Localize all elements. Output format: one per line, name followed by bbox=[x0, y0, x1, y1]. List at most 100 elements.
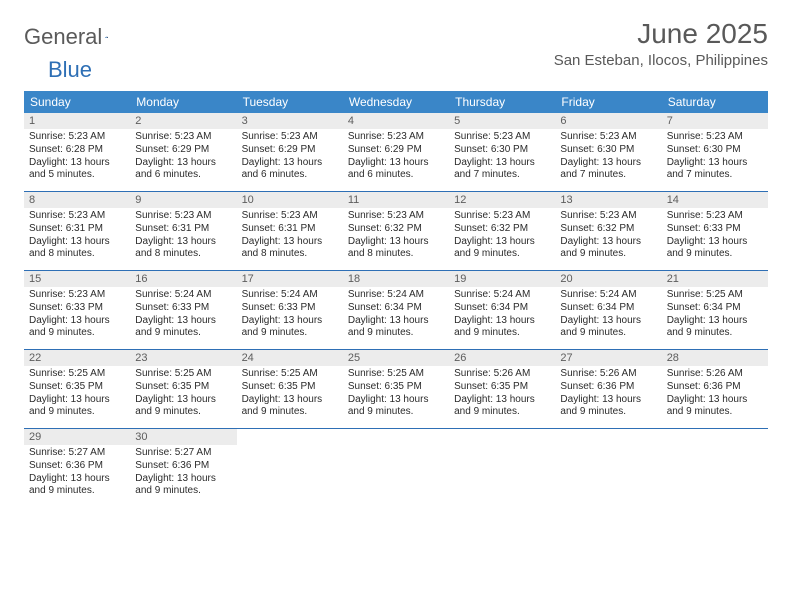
day-number: 22 bbox=[24, 350, 130, 366]
brand-logo: General bbox=[24, 18, 128, 50]
daylight-line: Daylight: 13 hours and 9 minutes. bbox=[560, 394, 656, 420]
sunrise-line: Sunrise: 5:23 AM bbox=[560, 131, 656, 144]
day-number: 26 bbox=[449, 350, 555, 366]
sunset-line: Sunset: 6:32 PM bbox=[348, 223, 444, 236]
day-details: Sunrise: 5:23 AMSunset: 6:32 PMDaylight:… bbox=[343, 208, 449, 265]
sunset-line: Sunset: 6:36 PM bbox=[667, 381, 763, 394]
day-details: Sunrise: 5:24 AMSunset: 6:33 PMDaylight:… bbox=[130, 287, 236, 344]
day-details: Sunrise: 5:23 AMSunset: 6:31 PMDaylight:… bbox=[237, 208, 343, 265]
daylight-line: Daylight: 13 hours and 9 minutes. bbox=[29, 473, 125, 499]
day-number: 16 bbox=[130, 271, 236, 287]
day-number: 1 bbox=[24, 113, 130, 129]
daylight-line: Daylight: 13 hours and 9 minutes. bbox=[454, 394, 550, 420]
sunrise-line: Sunrise: 5:24 AM bbox=[560, 289, 656, 302]
sunset-line: Sunset: 6:35 PM bbox=[242, 381, 338, 394]
day-cell: 5 Sunrise: 5:23 AMSunset: 6:30 PMDaylight… bbox=[449, 113, 555, 191]
sunset-line: Sunset: 6:36 PM bbox=[29, 460, 125, 473]
day-details: Sunrise: 5:23 AMSunset: 6:33 PMDaylight:… bbox=[24, 287, 130, 344]
day-details: Sunrise: 5:26 AMSunset: 6:35 PMDaylight:… bbox=[449, 366, 555, 423]
day-number: 5 bbox=[449, 113, 555, 129]
sunset-line: Sunset: 6:30 PM bbox=[560, 144, 656, 157]
day-cell: 22Sunrise: 5:25 AMSunset: 6:35 PMDayligh… bbox=[24, 350, 130, 428]
day-details: Sunrise: 5:24 AMSunset: 6:34 PMDaylight:… bbox=[449, 287, 555, 344]
day-number: 29 bbox=[24, 429, 130, 445]
daylight-line: Daylight: 13 hours and 8 minutes. bbox=[135, 236, 231, 262]
sunset-line: Sunset: 6:30 PM bbox=[454, 144, 550, 157]
daylight-line: Daylight: 13 hours and 7 minutes. bbox=[454, 157, 550, 183]
empty-day-cell bbox=[555, 429, 661, 507]
daylight-line: Daylight: 13 hours and 9 minutes. bbox=[135, 315, 231, 341]
sunrise-line: Sunrise: 5:27 AM bbox=[135, 447, 231, 460]
day-number: 24 bbox=[237, 350, 343, 366]
day-number: 14 bbox=[662, 192, 768, 208]
day-cell: 28Sunrise: 5:26 AMSunset: 6:36 PMDayligh… bbox=[662, 350, 768, 428]
day-number: 19 bbox=[449, 271, 555, 287]
sunrise-line: Sunrise: 5:26 AM bbox=[454, 368, 550, 381]
day-cell: 30Sunrise: 5:27 AMSunset: 6:36 PMDayligh… bbox=[130, 429, 236, 507]
sunset-line: Sunset: 6:33 PM bbox=[667, 223, 763, 236]
sunrise-line: Sunrise: 5:23 AM bbox=[454, 131, 550, 144]
day-number: 20 bbox=[555, 271, 661, 287]
sunrise-line: Sunrise: 5:23 AM bbox=[242, 210, 338, 223]
day-cell: 3Sunrise: 5:23 AMSunset: 6:29 PMDaylight… bbox=[237, 113, 343, 191]
day-details: Sunrise: 5:25 AMSunset: 6:35 PMDaylight:… bbox=[24, 366, 130, 423]
day-cell: 4Sunrise: 5:23 AMSunset: 6:29 PMDaylight… bbox=[343, 113, 449, 191]
daylight-line: Daylight: 13 hours and 6 minutes. bbox=[348, 157, 444, 183]
day-details: Sunrise: 5:26 AMSunset: 6:36 PMDaylight:… bbox=[662, 366, 768, 423]
sunset-line: Sunset: 6:33 PM bbox=[242, 302, 338, 315]
day-details: Sunrise: 5:26 AMSunset: 6:36 PMDaylight:… bbox=[555, 366, 661, 423]
sunset-line: Sunset: 6:31 PM bbox=[29, 223, 125, 236]
daylight-line: Daylight: 13 hours and 9 minutes. bbox=[454, 315, 550, 341]
daylight-line: Daylight: 13 hours and 8 minutes. bbox=[242, 236, 338, 262]
sunrise-line: Sunrise: 5:25 AM bbox=[242, 368, 338, 381]
dow-header-cell: Friday bbox=[555, 91, 661, 113]
day-cell: 20Sunrise: 5:24 AMSunset: 6:34 PMDayligh… bbox=[555, 271, 661, 349]
sunrise-line: Sunrise: 5:23 AM bbox=[560, 210, 656, 223]
day-cell: 23Sunrise: 5:25 AMSunset: 6:35 PMDayligh… bbox=[130, 350, 236, 428]
sunset-line: Sunset: 6:29 PM bbox=[242, 144, 338, 157]
day-cell: 8Sunrise: 5:23 AMSunset: 6:31 PMDaylight… bbox=[24, 192, 130, 270]
dow-header-row: SundayMondayTuesdayWednesdayThursdayFrid… bbox=[24, 91, 768, 113]
day-number: 18 bbox=[343, 271, 449, 287]
day-cell: 21Sunrise: 5:25 AMSunset: 6:34 PMDayligh… bbox=[662, 271, 768, 349]
week-row: 8Sunrise: 5:23 AMSunset: 6:31 PMDaylight… bbox=[24, 191, 768, 270]
sunrise-line: Sunrise: 5:25 AM bbox=[348, 368, 444, 381]
day-details: Sunrise: 5:24 AMSunset: 6:33 PMDaylight:… bbox=[237, 287, 343, 344]
sunrise-line: Sunrise: 5:24 AM bbox=[242, 289, 338, 302]
day-number: 9 bbox=[130, 192, 236, 208]
sunset-line: Sunset: 6:30 PM bbox=[667, 144, 763, 157]
sunrise-line: Sunrise: 5:23 AM bbox=[29, 131, 125, 144]
day-details: Sunrise: 5:23 AMSunset: 6:28 PMDaylight:… bbox=[24, 129, 130, 186]
dow-header-cell: Wednesday bbox=[343, 91, 449, 113]
day-cell: 17Sunrise: 5:24 AMSunset: 6:33 PMDayligh… bbox=[237, 271, 343, 349]
daylight-line: Daylight: 13 hours and 6 minutes. bbox=[242, 157, 338, 183]
day-cell: 26Sunrise: 5:26 AMSunset: 6:35 PMDayligh… bbox=[449, 350, 555, 428]
sunrise-line: Sunrise: 5:23 AM bbox=[242, 131, 338, 144]
sunset-line: Sunset: 6:36 PM bbox=[135, 460, 231, 473]
day-details: Sunrise: 5:25 AMSunset: 6:35 PMDaylight:… bbox=[130, 366, 236, 423]
daylight-line: Daylight: 13 hours and 9 minutes. bbox=[29, 394, 125, 420]
sunrise-line: Sunrise: 5:23 AM bbox=[135, 131, 231, 144]
day-details: Sunrise: 5:25 AMSunset: 6:35 PMDaylight:… bbox=[343, 366, 449, 423]
day-number: 28 bbox=[662, 350, 768, 366]
day-details: Sunrise: 5:27 AMSunset: 6:36 PMDaylight:… bbox=[130, 445, 236, 502]
day-details: Sunrise: 5:23 AMSunset: 6:29 PMDaylight:… bbox=[237, 129, 343, 186]
day-number: 2 bbox=[130, 113, 236, 129]
day-details: Sunrise: 5:23 AMSunset: 6:32 PMDaylight:… bbox=[555, 208, 661, 265]
daylight-line: Daylight: 13 hours and 8 minutes. bbox=[29, 236, 125, 262]
week-row: 15Sunrise: 5:23 AMSunset: 6:33 PMDayligh… bbox=[24, 270, 768, 349]
sunset-line: Sunset: 6:33 PM bbox=[29, 302, 125, 315]
sunset-line: Sunset: 6:33 PM bbox=[135, 302, 231, 315]
day-number: 23 bbox=[130, 350, 236, 366]
day-cell: 19Sunrise: 5:24 AMSunset: 6:34 PMDayligh… bbox=[449, 271, 555, 349]
day-number: 15 bbox=[24, 271, 130, 287]
sunset-line: Sunset: 6:35 PM bbox=[135, 381, 231, 394]
daylight-line: Daylight: 13 hours and 9 minutes. bbox=[667, 236, 763, 262]
day-details: Sunrise: 5:24 AMSunset: 6:34 PMDaylight:… bbox=[343, 287, 449, 344]
dow-header-cell: Tuesday bbox=[237, 91, 343, 113]
day-details: Sunrise: 5:23 AMSunset: 6:29 PMDaylight:… bbox=[343, 129, 449, 186]
day-cell: 9Sunrise: 5:23 AMSunset: 6:31 PMDaylight… bbox=[130, 192, 236, 270]
sunset-line: Sunset: 6:29 PM bbox=[348, 144, 444, 157]
empty-day-cell bbox=[662, 429, 768, 507]
daylight-line: Daylight: 13 hours and 9 minutes. bbox=[560, 315, 656, 341]
